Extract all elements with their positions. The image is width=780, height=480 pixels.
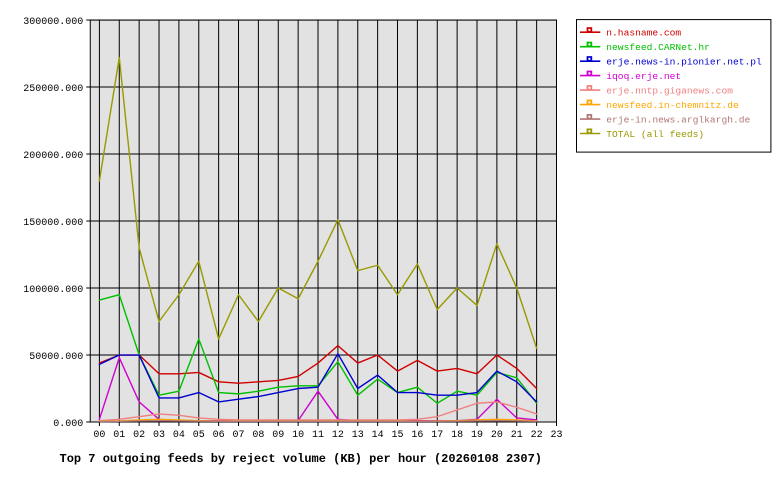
svg-text:05: 05 — [193, 430, 205, 441]
svg-text:02: 02 — [133, 430, 145, 441]
svg-text:erje.news-in.pionier.net.pl: erje.news-in.pionier.net.pl — [606, 56, 762, 67]
svg-text:04: 04 — [173, 430, 185, 441]
svg-text:13: 13 — [352, 430, 364, 441]
svg-text:12: 12 — [332, 430, 344, 441]
svg-text:06: 06 — [213, 430, 225, 441]
svg-text:18: 18 — [451, 430, 463, 441]
svg-text:03: 03 — [153, 430, 165, 441]
svg-text:20: 20 — [491, 430, 503, 441]
svg-text:07: 07 — [233, 430, 245, 441]
svg-text:Top 7 outgoing feeds by reject: Top 7 outgoing feeds by reject volume (K… — [60, 452, 542, 466]
svg-text:200000.000: 200000.000 — [23, 151, 83, 162]
svg-text:00: 00 — [93, 430, 105, 441]
svg-text:erje-in.news.arglkargh.de: erje-in.news.arglkargh.de — [606, 114, 750, 125]
svg-text:17: 17 — [431, 430, 443, 441]
svg-text:19: 19 — [471, 430, 483, 441]
svg-text:erje.nntp.giganews.com: erje.nntp.giganews.com — [606, 85, 733, 96]
svg-text:14: 14 — [372, 430, 384, 441]
svg-text:23: 23 — [550, 430, 562, 441]
svg-text:01: 01 — [113, 430, 125, 441]
svg-text:08: 08 — [252, 430, 264, 441]
svg-text:250000.000: 250000.000 — [23, 84, 83, 95]
svg-text:10: 10 — [292, 430, 304, 441]
svg-text:50000.000: 50000.000 — [29, 352, 83, 363]
svg-text:newsfeed.in-chemnitz.de: newsfeed.in-chemnitz.de — [606, 100, 739, 111]
svg-text:0.000: 0.000 — [53, 419, 83, 430]
svg-text:newsfeed.CARNet.hr: newsfeed.CARNet.hr — [606, 42, 710, 53]
svg-text:15: 15 — [392, 430, 404, 441]
svg-text:300000.000: 300000.000 — [23, 17, 83, 28]
svg-text:22: 22 — [531, 430, 543, 441]
svg-text:16: 16 — [411, 430, 423, 441]
svg-text:TOTAL (all feeds): TOTAL (all feeds) — [606, 129, 704, 140]
svg-text:09: 09 — [272, 430, 284, 441]
svg-text:21: 21 — [511, 430, 523, 441]
svg-text:n.hasname.com: n.hasname.com — [606, 28, 681, 39]
svg-text:150000.000: 150000.000 — [23, 218, 83, 229]
svg-text:iqoq.erje.net: iqoq.erje.net — [606, 71, 681, 82]
svg-text:11: 11 — [312, 430, 324, 441]
svg-text:100000.000: 100000.000 — [23, 285, 83, 296]
